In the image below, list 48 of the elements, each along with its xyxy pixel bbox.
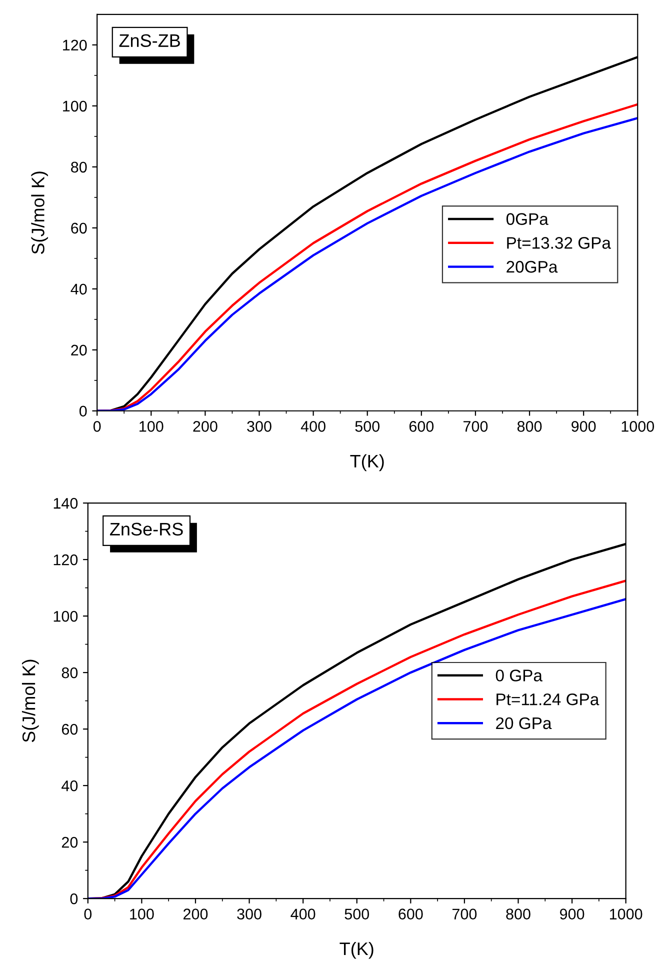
- x-tick-label: 100: [140, 421, 164, 432]
- x-tick-label: 100: [130, 908, 154, 920]
- y-tick-label: 120: [63, 40, 87, 51]
- x-tick-label: 300: [247, 421, 272, 432]
- y-tick-label: 60: [62, 724, 78, 735]
- y-axis-title: S(J/mol K): [22, 660, 39, 742]
- x-tick-label: 1000: [622, 421, 654, 432]
- y-tick-label: 80: [71, 162, 87, 173]
- x-tick-label: 400: [290, 908, 316, 920]
- y-tick-label: 20: [62, 836, 78, 848]
- y-tick-label: 0: [70, 893, 78, 904]
- x-tick-label: 400: [300, 421, 326, 432]
- x-tick-label: 500: [355, 421, 380, 432]
- x-tick-label: 1000: [610, 908, 642, 920]
- x-tick-label: 700: [464, 421, 488, 432]
- y-tick-label: 40: [62, 780, 78, 792]
- y-tick-label: 40: [70, 284, 87, 295]
- x-tick-label: 800: [517, 421, 542, 432]
- y-tick-label: 100: [54, 610, 78, 622]
- y-tick-label: 100: [63, 100, 87, 112]
- x-tick-label: 200: [193, 421, 218, 432]
- legend-label: 0GPa: [506, 213, 548, 225]
- x-tick-label: 200: [184, 908, 208, 920]
- y-tick-label: 120: [54, 554, 78, 566]
- y-tick-label: 80: [62, 667, 78, 678]
- annotation: ZnSe-RS: [110, 522, 183, 536]
- x-axis-title: T(K): [340, 942, 374, 959]
- x-tick-label: 300: [237, 908, 262, 920]
- x-tick-label: 900: [560, 908, 584, 920]
- x-tick-label: 600: [409, 421, 434, 432]
- x-axis-title: T(K): [350, 454, 384, 472]
- x-tick-label: 700: [452, 908, 477, 920]
- y-axis-title: S(J/mol K): [31, 172, 48, 254]
- x-tick-label: 900: [572, 421, 596, 432]
- y-tick-label: 140: [54, 498, 78, 509]
- annotation: ZnS-ZB: [119, 34, 180, 47]
- x-tick-label: 600: [398, 908, 423, 920]
- y-tick-label: 60: [71, 222, 87, 234]
- y-tick-label: 0: [79, 406, 87, 417]
- x-tick-label: 800: [506, 908, 530, 920]
- y-tick-label: 20: [71, 344, 87, 356]
- legend-label: 20 GPa: [496, 717, 552, 730]
- legend-label: Pt=11.24 GPa: [496, 693, 600, 706]
- x-tick-label: 500: [344, 908, 370, 920]
- legend-label: Pt=13.32 GPa: [507, 237, 611, 249]
- legend-label: 20GPa: [506, 260, 558, 273]
- legend-label: 0 GPa: [496, 670, 542, 682]
- x-tick-label: 0: [93, 421, 101, 432]
